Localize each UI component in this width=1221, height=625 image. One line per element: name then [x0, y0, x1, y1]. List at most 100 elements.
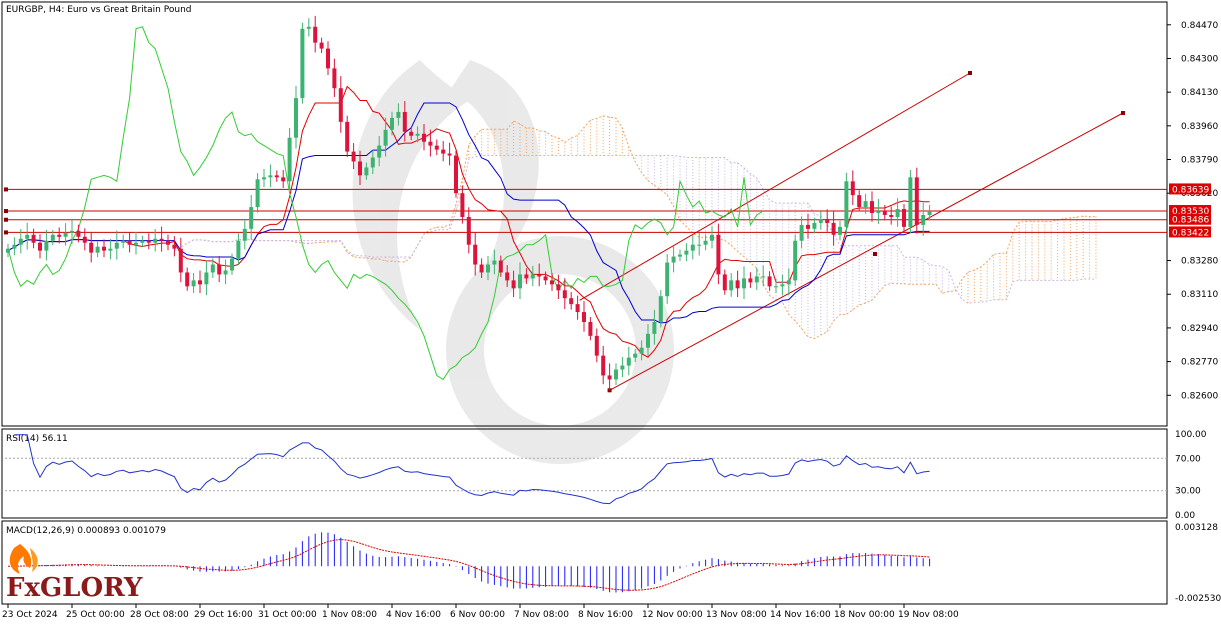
candle-body [82, 236, 87, 243]
flame-icon [9, 544, 38, 574]
candle-body [742, 278, 746, 289]
candle-body [754, 276, 759, 283]
candle-body [217, 264, 222, 275]
channel-lower-line [609, 112, 1124, 391]
candle-body [223, 270, 228, 275]
candle-body [441, 149, 446, 154]
candle-body [703, 240, 708, 245]
candle-body [146, 240, 151, 243]
candle-body [95, 246, 100, 253]
candle-body [383, 129, 388, 146]
senkou-span-a [174, 115, 1096, 340]
candle-body [838, 226, 842, 235]
candle-body [6, 248, 10, 253]
time-tick-label: 1 Nov 08:00 [322, 610, 377, 620]
candle-body [114, 242, 119, 249]
candle-body [370, 157, 375, 168]
candle-body [818, 218, 823, 223]
candle-body [89, 242, 94, 253]
time-tick-label: 31 Oct 00:00 [258, 610, 317, 620]
time-tick-label: 28 Oct 08:00 [130, 610, 189, 620]
macd-panel-frame [1, 520, 1168, 605]
candle-body [863, 201, 868, 208]
time-axis: 23 Oct 2024 25 Oct 00:00 28 Oct 08:00 29 Oc… [2, 604, 959, 620]
candle-body [652, 321, 657, 334]
candle-body [569, 298, 574, 305]
candle-body [191, 280, 196, 287]
time-tick-label: 14 Nov 16:00 [770, 610, 831, 620]
price-tag-label: 0.83530 [1172, 207, 1209, 217]
candle-body [594, 335, 599, 356]
candle-body [857, 195, 862, 208]
candle-body [409, 131, 414, 136]
rsi-tick-label: 100.00 [1175, 430, 1207, 440]
time-tick-label: 8 Nov 16:00 [578, 610, 633, 620]
candle-body [50, 234, 55, 241]
rsi-tick-label: 30.00 [1175, 487, 1201, 497]
candle-body [268, 175, 273, 178]
candle-body [575, 304, 580, 313]
level-anchor [4, 209, 8, 214]
candle-body [31, 234, 36, 243]
candle-body [294, 98, 298, 138]
macd-tick-label: -0.002530 [1175, 594, 1221, 604]
rsi-line [14, 434, 930, 505]
candle-body [614, 369, 618, 380]
candle-body [607, 375, 612, 380]
candle-body [12, 244, 17, 249]
candle-body [844, 181, 849, 227]
price-tick-label: 0.83960 [1181, 122, 1218, 132]
candle-body [390, 117, 394, 130]
candle-body [601, 355, 606, 376]
candle-body [326, 48, 330, 69]
rsi-label: RSI(14) 56.11 [6, 434, 68, 444]
price-tick-label: 0.84470 [1181, 21, 1218, 31]
macd-panel: 0.003128 -0.002530 [7, 523, 1221, 604]
candle-body [646, 333, 650, 348]
candle-body [914, 177, 919, 225]
candle-body [492, 260, 497, 265]
candle-body [921, 214, 926, 225]
fxglory-logo-text: FxGLORY [6, 573, 143, 603]
candle-body [166, 240, 170, 245]
candle-body [876, 211, 881, 214]
time-tick-label: 12 Nov 00:00 [642, 610, 703, 620]
candle-body [537, 274, 542, 277]
price-tag-label: 0.83486 [1172, 216, 1209, 226]
macd-tick-label: 0.003128 [1175, 523, 1218, 533]
candle-body [665, 262, 670, 297]
price-tag-box [1169, 213, 1211, 225]
chikou-span-line [7, 26, 764, 381]
candle-body [249, 207, 254, 229]
candle-body [479, 264, 484, 273]
candle-body [729, 280, 734, 291]
candle-body [454, 155, 458, 194]
candle-body [313, 26, 318, 43]
price-tag-box [1169, 226, 1211, 238]
candle-body [799, 224, 804, 241]
macd-signal-line [7, 539, 930, 591]
candle-body [345, 121, 350, 152]
candle-body [633, 353, 638, 358]
candle-body [18, 238, 23, 245]
horizontal-levels [4, 187, 1167, 235]
channel-anchor [1121, 111, 1125, 115]
candle-body [902, 209, 906, 227]
price-tick-label: 0.83280 [1181, 257, 1218, 267]
price-tick-label: 0.84300 [1181, 54, 1218, 64]
candle-body [70, 230, 74, 233]
candle-body [524, 274, 529, 279]
candle-body [306, 26, 311, 29]
senkou-span-b [174, 155, 1096, 304]
candle-body [332, 68, 337, 89]
candle-body [588, 321, 593, 336]
level-anchor [4, 230, 8, 235]
candle-body [716, 234, 721, 275]
time-tick-label: 25 Oct 00:00 [66, 610, 125, 620]
candle-body [428, 141, 433, 146]
price-tick-label: 0.84130 [1181, 88, 1218, 98]
time-tick-label: 6 Nov 00:00 [450, 610, 505, 620]
time-tick-label: 4 Nov 16:00 [386, 610, 441, 620]
